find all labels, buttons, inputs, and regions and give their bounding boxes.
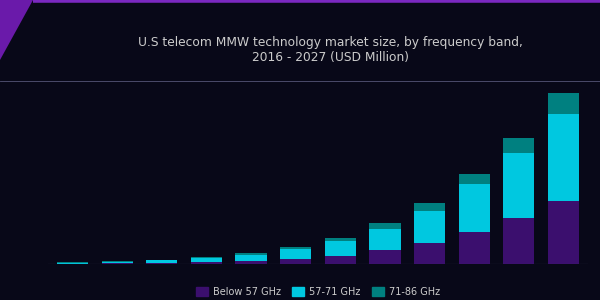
Bar — [414, 211, 445, 243]
Bar — [548, 201, 579, 264]
Bar — [503, 218, 535, 264]
Bar — [370, 250, 401, 264]
Bar — [146, 260, 178, 263]
Bar — [57, 262, 88, 263]
Bar — [146, 263, 178, 264]
Bar — [191, 262, 222, 264]
Bar — [280, 247, 311, 250]
Bar — [458, 184, 490, 232]
Bar — [548, 114, 579, 201]
Bar — [548, 93, 579, 114]
Bar — [458, 174, 490, 184]
Bar — [191, 258, 222, 262]
Bar — [503, 153, 535, 218]
Legend: Below 57 GHz, 57-71 GHz, 71-86 GHz: Below 57 GHz, 57-71 GHz, 71-86 GHz — [193, 283, 443, 300]
Bar — [503, 139, 535, 153]
Bar — [370, 229, 401, 250]
Bar — [458, 232, 490, 264]
Bar — [370, 224, 401, 229]
Bar — [191, 257, 222, 258]
Bar — [414, 243, 445, 264]
Bar — [325, 241, 356, 256]
Bar — [235, 255, 266, 261]
Bar — [235, 253, 266, 255]
Bar — [280, 259, 311, 264]
Bar — [101, 261, 133, 262]
Bar — [280, 250, 311, 259]
Bar — [57, 263, 88, 264]
Bar — [235, 261, 266, 264]
Bar — [414, 203, 445, 211]
Text: U.S telecom MMW technology market size, by frequency band,
2016 - 2027 (USD Mill: U.S telecom MMW technology market size, … — [137, 36, 523, 64]
Bar — [101, 263, 133, 264]
Bar — [325, 238, 356, 241]
Bar — [325, 256, 356, 264]
Bar — [101, 262, 133, 263]
